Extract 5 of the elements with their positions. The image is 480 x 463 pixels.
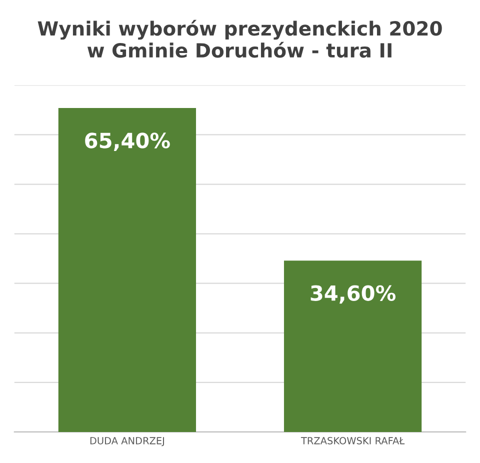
data-label: 34,60%	[310, 285, 396, 304]
x-tick-label: TRZASKOWSKI RAFAŁ	[300, 437, 405, 444]
chart-title: Wyniki wyborów prezydenckich 2020 w Gminie Doruchów - tura II	[38, 20, 442, 58]
data-label: 65,40%	[85, 132, 170, 152]
x-tick-label: DUDA ANDRZEJ	[90, 437, 164, 446]
